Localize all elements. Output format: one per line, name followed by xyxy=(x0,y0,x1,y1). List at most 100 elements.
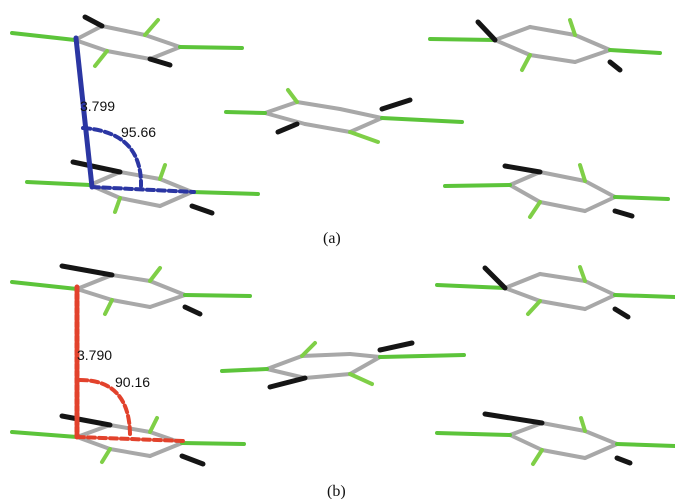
hydrogen-bond xyxy=(70,159,123,175)
ring-bond xyxy=(110,298,152,309)
fluorine-bond xyxy=(158,163,167,181)
ring-bond xyxy=(158,190,194,208)
fluorine-bond xyxy=(578,163,587,183)
fluorine-bond xyxy=(93,49,109,68)
ring-bond xyxy=(110,273,152,283)
chlorine-bond xyxy=(613,195,670,201)
hydrogen-bond xyxy=(612,306,631,320)
distance-label: 3.790 xyxy=(77,347,112,363)
ring-bond xyxy=(148,441,184,458)
ring-bond xyxy=(538,299,587,311)
ring-bond xyxy=(528,25,577,37)
hydrogen-bond xyxy=(59,263,115,278)
fluorine-bond xyxy=(579,416,587,433)
ring-bond xyxy=(583,195,617,213)
ring-bond xyxy=(538,200,587,213)
ring-bond xyxy=(88,170,122,187)
angle-label: 90.16 xyxy=(115,374,150,390)
fluorine-bond xyxy=(520,53,532,72)
measurement-b: 3.790 90.16 xyxy=(74,284,186,443)
ring-bond xyxy=(148,293,187,309)
ring-bond xyxy=(263,111,307,126)
hydrogen-bond xyxy=(59,413,113,428)
fluorine-bond xyxy=(113,196,122,214)
ring-bond xyxy=(348,355,382,376)
hydrogen-bond xyxy=(147,56,173,68)
ring-bond xyxy=(338,107,384,120)
ring-bond xyxy=(503,272,542,290)
fluorine-bond xyxy=(148,416,159,434)
angle-baseline xyxy=(90,185,196,194)
ring-bond xyxy=(348,116,384,134)
angle-arc xyxy=(78,378,132,438)
chlorine-bond xyxy=(10,31,77,42)
hydrogen-bond xyxy=(182,304,203,317)
ring-bond xyxy=(573,48,612,64)
ring-bond xyxy=(508,183,542,204)
ring-bond xyxy=(583,293,617,311)
fluorine-bond xyxy=(568,18,577,37)
ring-bond xyxy=(493,38,532,57)
measurement-a: 3.799 95.66 xyxy=(73,35,196,194)
ring-bond xyxy=(75,423,112,439)
hydrogen-bond xyxy=(607,59,623,73)
hydrogen-bond xyxy=(379,97,413,112)
hydrogen-bond xyxy=(475,19,498,43)
ring-bond xyxy=(540,448,587,460)
ring-bond xyxy=(508,433,544,452)
fluorine-bond xyxy=(526,299,542,316)
ring-bond xyxy=(73,24,104,42)
angle-baseline xyxy=(75,435,186,443)
chlorine-bond xyxy=(435,283,507,290)
molecule xyxy=(428,18,662,73)
ring-bond xyxy=(108,447,152,458)
angle-label: 95.66 xyxy=(121,124,156,140)
fluorine-bond xyxy=(348,372,374,386)
ring-bond xyxy=(583,279,617,297)
molecule xyxy=(443,163,670,219)
ring-bond xyxy=(105,49,152,61)
ring-bond xyxy=(303,372,352,380)
angle-arc xyxy=(81,126,144,188)
ring-bond xyxy=(148,279,187,297)
fluorine-bond xyxy=(103,298,114,316)
fluorine-bond xyxy=(286,88,299,104)
hydrogen-bond xyxy=(614,455,633,466)
hydrogen-bond xyxy=(179,453,206,467)
ring-bond xyxy=(300,352,352,358)
ring-bond xyxy=(118,196,162,208)
ring-bond xyxy=(100,24,147,37)
panel-a: 3.799 95.66 (a) xyxy=(10,14,670,247)
hydrogen-bond xyxy=(189,203,215,216)
ring-bond xyxy=(295,100,342,111)
chlorine-bond xyxy=(220,367,269,373)
molecule xyxy=(10,14,244,68)
chlorine-bond xyxy=(380,116,464,124)
fluorine-bond xyxy=(100,447,112,464)
molecule xyxy=(25,159,260,216)
panel-caption: (a) xyxy=(323,230,341,247)
chlorine-bond xyxy=(443,183,512,188)
molecule xyxy=(435,411,675,466)
fluorine-bond xyxy=(578,265,587,283)
fluorine-bond xyxy=(148,266,162,283)
molecule xyxy=(220,340,466,390)
chlorine-bond xyxy=(378,353,466,359)
hydrogen-bond xyxy=(377,340,415,353)
chlorine-bond xyxy=(25,180,92,187)
hydrogen-bond xyxy=(82,14,105,29)
ring-bond xyxy=(263,100,299,115)
ring-bond xyxy=(503,286,542,303)
chlorine-bond xyxy=(613,293,675,299)
panel-b: 3.790 90.16 (b) xyxy=(10,263,675,499)
fluorine-bond xyxy=(531,448,544,466)
fluorine-bond xyxy=(143,18,160,37)
chlorine-bond xyxy=(608,48,662,55)
ring-bond xyxy=(75,273,114,291)
ring-bond xyxy=(538,170,587,183)
ring-bond xyxy=(538,272,587,283)
fluorine-bond xyxy=(348,130,380,144)
ring-bond xyxy=(493,25,532,42)
chlorine-bond xyxy=(183,293,252,298)
